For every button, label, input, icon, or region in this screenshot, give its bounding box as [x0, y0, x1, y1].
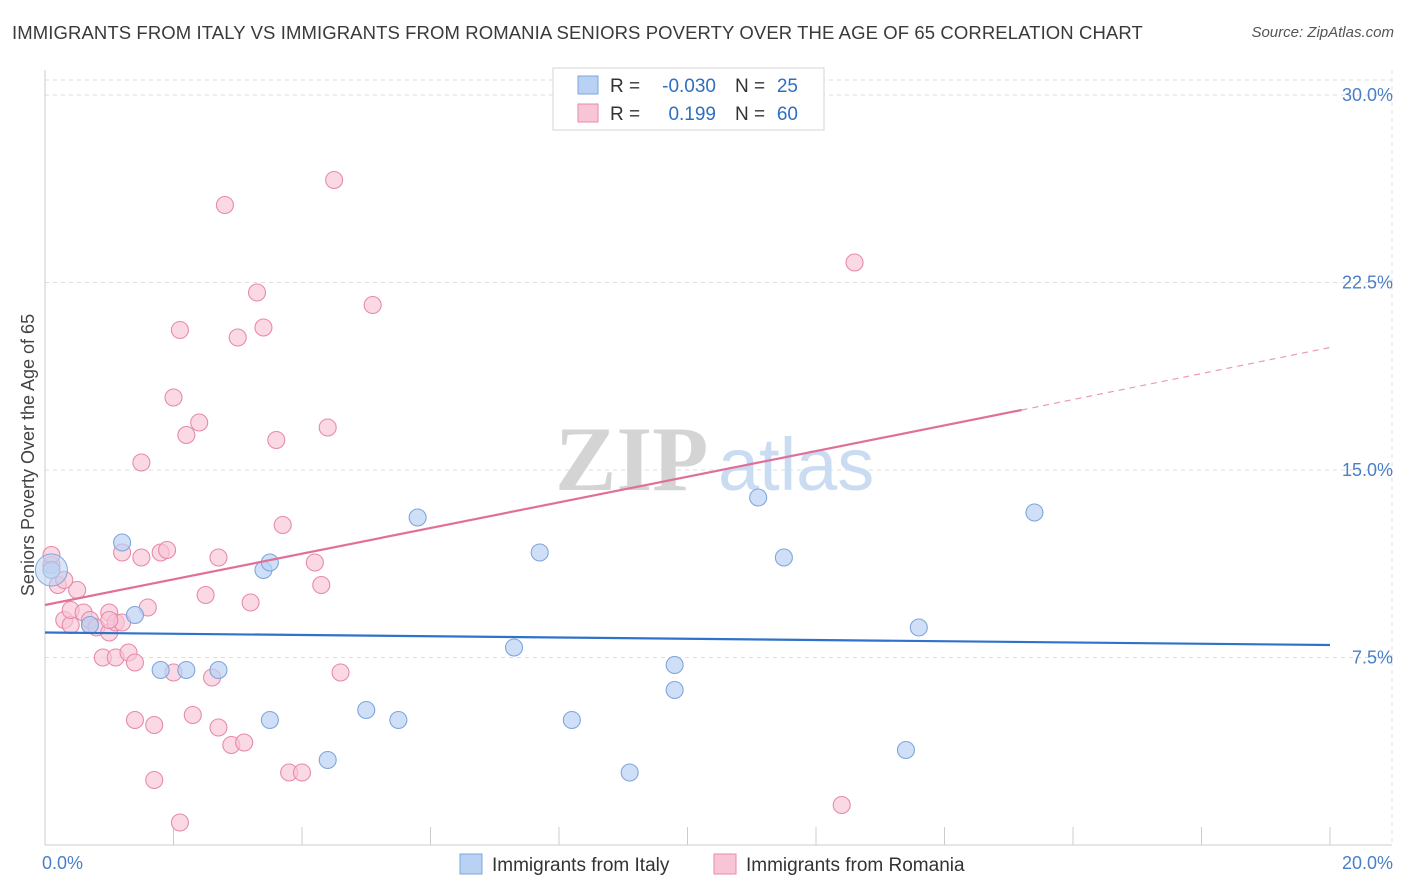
italy-trend-line — [44, 631, 1331, 647]
bottom-legend-italy-swatch — [459, 853, 483, 875]
italy-point-12 — [504, 638, 524, 657]
romania-point-46 — [267, 430, 286, 450]
romania-point-32 — [177, 425, 196, 445]
italy-point-17 — [665, 655, 684, 675]
romania-point-45 — [254, 318, 273, 337]
bottom-legend-romania-label: Immigrants from Romania — [746, 855, 965, 876]
romania-point-24 — [145, 715, 164, 735]
romania-point-51 — [312, 575, 331, 595]
romania-point-41 — [228, 328, 247, 347]
romania-point-44 — [247, 283, 267, 302]
source-label: Source: ZipAtlas.com — [1251, 24, 1394, 41]
italy-point-21 — [909, 618, 928, 637]
legend-romania-r-label: R = — [610, 104, 640, 125]
watermark-atlas: atlas — [718, 423, 874, 506]
romania-point-59 — [100, 610, 119, 630]
x-tick-labels: 0.0% 20.0% — [42, 853, 1393, 873]
y-tick-label-1: 15.0% — [1342, 460, 1393, 480]
y-axis-label: Seniors Poverty Over the Age of 65 — [18, 314, 38, 596]
romania-point-19 — [125, 653, 144, 672]
romania-point-49 — [292, 763, 312, 782]
romania-point-42 — [235, 733, 254, 752]
italy-point-10 — [389, 710, 408, 730]
axes — [44, 70, 1392, 846]
trend-lines — [44, 346, 1331, 647]
legend-romania-r-value: 0.199 — [668, 104, 716, 125]
bottom-legend: Immigrants from Italy Immigrants from Ro… — [459, 853, 965, 876]
italy-point-23 — [125, 605, 144, 625]
romania-point-39 — [215, 195, 234, 215]
romania-point-27 — [158, 540, 177, 560]
romania-trend-line — [44, 408, 1022, 607]
italy-point-16 — [665, 680, 684, 700]
italy-point-2 — [151, 660, 170, 680]
romania-point-38 — [209, 718, 228, 737]
italy-point-4 — [209, 660, 228, 680]
romania-trend-extension — [1021, 346, 1331, 411]
romania-point-20 — [125, 710, 144, 730]
legend-romania-n-value: 60 — [777, 104, 798, 125]
legend-italy-swatch — [577, 75, 599, 95]
x-tick-label-0: 0.0% — [42, 853, 83, 873]
y-tick-labels: 7.5% 15.0% 22.5% 30.0% — [1342, 85, 1393, 668]
italy-cluster-point — [34, 553, 68, 587]
romania-point-54 — [331, 663, 350, 682]
romania-point-22 — [132, 453, 151, 472]
romania-point-55 — [363, 295, 382, 315]
italy-point-9 — [357, 700, 376, 720]
top-legend: R = -0.030 N = 25 R = 0.199 N = 60 — [552, 67, 825, 131]
romania-point-34 — [190, 413, 209, 432]
romania-point-37 — [209, 548, 228, 567]
watermark: ZIP atlas — [555, 408, 874, 510]
italy-point-1 — [113, 533, 132, 552]
legend-italy-r-label: R = — [610, 76, 640, 97]
romania-point-21 — [132, 548, 151, 567]
romania-point-50 — [305, 553, 324, 572]
italy-point-7 — [260, 553, 279, 572]
grid-lines — [45, 70, 1393, 845]
romania-points — [42, 170, 864, 832]
legend-italy-n-label: N = — [735, 76, 765, 97]
italy-point-15 — [620, 763, 639, 782]
italy-point-18 — [749, 488, 768, 507]
italy-point-13 — [530, 543, 549, 562]
italy-point-11 — [408, 508, 427, 527]
y-tick-label-0: 7.5% — [1352, 648, 1393, 668]
italy-point-20 — [896, 740, 916, 760]
chart-title: IMMIGRANTS FROM ITALY VS IMMIGRANTS FROM… — [12, 22, 1143, 43]
romania-point-25 — [145, 770, 164, 790]
watermark-zip: ZIP — [555, 408, 708, 510]
legend-romania-swatch — [577, 103, 599, 123]
romania-point-47 — [273, 515, 292, 535]
italy-point-14 — [562, 710, 581, 730]
legend-romania-n-label: N = — [735, 104, 765, 125]
italy-point-19 — [774, 548, 793, 567]
romania-point-57 — [832, 795, 851, 815]
legend-italy-n-value: 25 — [777, 76, 798, 97]
romania-point-30 — [170, 320, 189, 340]
romania-point-56 — [845, 253, 864, 272]
legend-italy-r-value: -0.030 — [662, 76, 716, 97]
romania-point-33 — [183, 705, 202, 725]
bottom-legend-italy-label: Immigrants from Italy — [492, 855, 670, 876]
italy-point-6 — [260, 710, 279, 730]
y-tick-label-2: 22.5% — [1342, 273, 1393, 293]
romania-point-31 — [170, 813, 189, 832]
italy-point-8 — [318, 750, 337, 770]
italy-point-3 — [177, 660, 196, 680]
romania-point-52 — [318, 418, 337, 437]
italy-point-24 — [80, 615, 100, 635]
y-tick-label-3: 30.0% — [1342, 85, 1393, 105]
bottom-legend-romania-swatch — [713, 853, 737, 875]
italy-point-22 — [1025, 503, 1044, 522]
x-tick-label-1: 20.0% — [1342, 853, 1393, 873]
romania-point-43 — [241, 593, 260, 612]
romania-point-28 — [164, 388, 183, 407]
italy-points — [34, 488, 1044, 782]
romania-point-35 — [196, 585, 215, 605]
romania-point-53 — [325, 170, 344, 190]
